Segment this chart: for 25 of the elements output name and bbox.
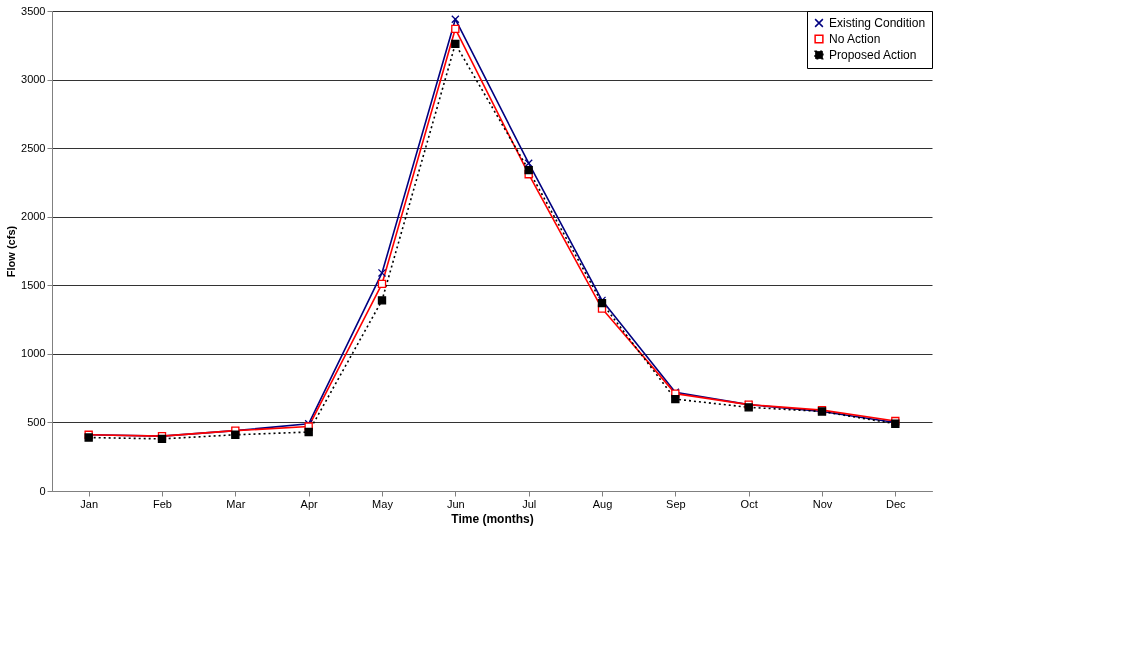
x-tick-label: May — [372, 497, 394, 510]
x-tick-label: Oct — [740, 497, 758, 510]
x-tick-label: Dec — [886, 497, 907, 510]
legend-label: Proposed Action — [829, 48, 917, 62]
y-tick-label: 1500 — [21, 278, 46, 291]
y-tick-label: 500 — [27, 415, 46, 428]
y-tick-label: 2000 — [21, 210, 46, 223]
x-tick-label: Apr — [300, 497, 319, 510]
y-tick-label: 3000 — [21, 73, 46, 86]
x-tick-label: Aug — [592, 497, 613, 510]
x-tick-label: Jan — [80, 497, 99, 510]
x-tick-label: Mar — [226, 497, 246, 510]
x-tick-label: Sep — [666, 497, 686, 510]
legend-label: Existing Condition — [829, 16, 926, 30]
y-tick-label: 1000 — [21, 347, 46, 360]
y-tick-label: 3500 — [21, 4, 46, 17]
legend-label: No Action — [829, 32, 881, 46]
x-tick-label: Nov — [812, 497, 833, 510]
x-axis-title: Time (months) — [451, 511, 534, 526]
x-tick-label: Jun — [446, 497, 465, 510]
x-tick-label: Jul — [522, 497, 537, 510]
y-axis-title: Flow (cfs) — [5, 225, 18, 278]
y-tick-label: 2500 — [21, 141, 46, 154]
y-tick-label: 0 — [39, 484, 46, 497]
x-tick-label: Feb — [153, 497, 172, 510]
